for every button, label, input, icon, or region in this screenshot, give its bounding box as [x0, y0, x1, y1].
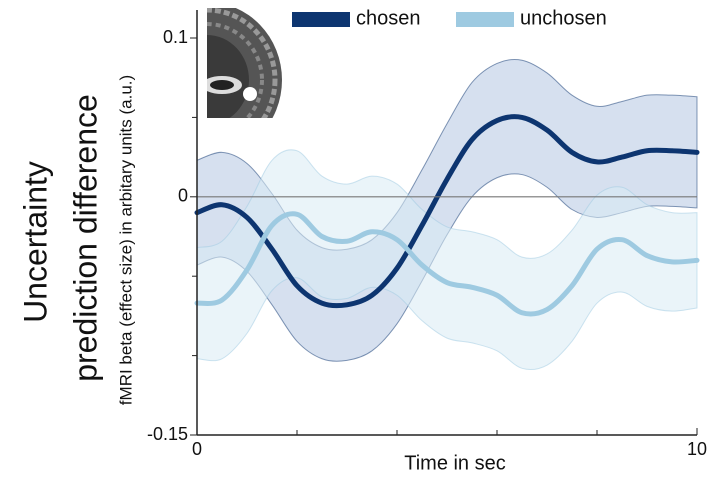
- legend-swatch: [456, 12, 514, 27]
- lines: [194, 114, 700, 317]
- x-tick-label: 10: [687, 439, 707, 459]
- y-axis-label: fMRI beta (effect size) in arbitary unit…: [116, 75, 135, 405]
- x-axis-label: Time in sec: [404, 452, 506, 474]
- brain-inset: [207, 8, 283, 118]
- legend-label: unchosen: [520, 7, 607, 29]
- x-tick-label: 0: [192, 439, 202, 459]
- y-tick-label: -0.15: [147, 424, 188, 444]
- y-tick-label: 0: [178, 186, 188, 206]
- error-band: [196, 149, 698, 371]
- legend-swatch: [292, 12, 350, 27]
- legend-label: chosen: [356, 7, 421, 29]
- y-axis-title: prediction difference: [67, 94, 103, 382]
- series-line: [194, 114, 700, 309]
- bands: [196, 59, 698, 371]
- series-line: [194, 211, 700, 317]
- y-tick-label: 0.1: [163, 27, 188, 47]
- y-axis-title: Uncertainty: [17, 161, 53, 323]
